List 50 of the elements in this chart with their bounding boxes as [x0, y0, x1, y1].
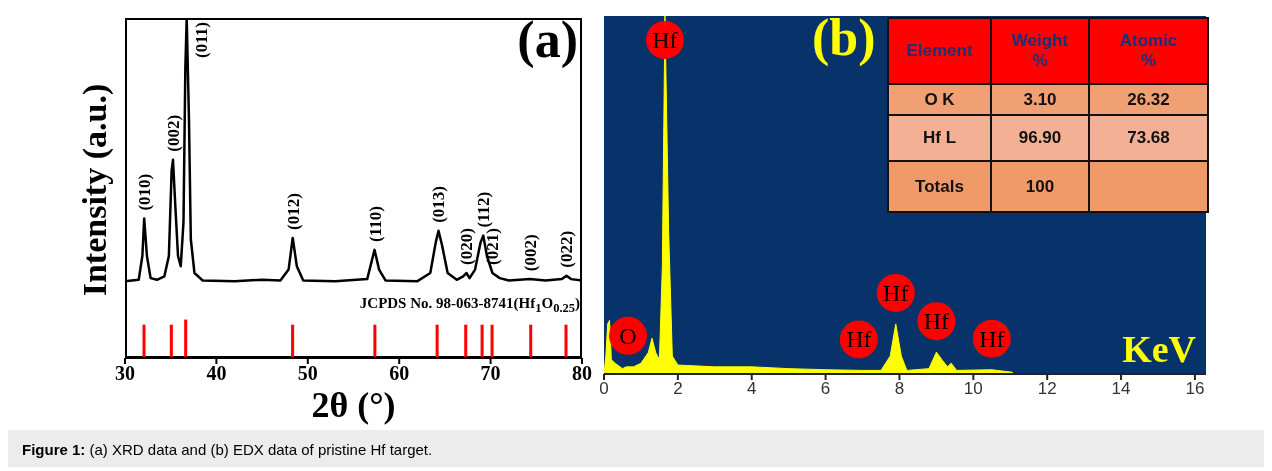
x-axis-title: KeV — [1122, 328, 1196, 370]
caption: Figure 1: (a) XRD data and (b) EDX data of pristine Hf target. — [22, 441, 433, 458]
annotation: Hf — [846, 326, 872, 353]
data-label: 73.68 — [1089, 115, 1208, 161]
data-label: 100 — [991, 161, 1089, 212]
x-tick-label: 2 — [673, 379, 683, 399]
category-label: Totals — [888, 161, 991, 212]
annotation: Hf — [923, 308, 950, 335]
data-label: 3.10 — [991, 84, 1089, 115]
x-axis-title: 2θ (°) — [311, 385, 396, 426]
data-label: 26.32 — [1089, 84, 1208, 115]
series-label: Weight % — [1010, 31, 1070, 71]
x-tick-label: 50 — [297, 362, 318, 385]
x-tick-label: 4 — [747, 379, 757, 399]
x-tick-label: 10 — [963, 379, 983, 399]
x-tick-label: 0 — [599, 379, 609, 399]
x-tick-label: 30 — [115, 362, 135, 385]
annotation: (021) — [483, 228, 503, 265]
x-tick-label: 8 — [894, 379, 905, 399]
annotation: Hf — [979, 325, 1005, 352]
chart-title: (b) — [812, 9, 876, 66]
annotation: Hf — [652, 27, 678, 53]
annotation: (011) — [191, 22, 211, 58]
x-tick-label: 80 — [572, 362, 592, 385]
annotation: (010) — [135, 173, 155, 211]
annotation: (022) — [557, 230, 577, 268]
category-label: Hf L — [888, 115, 991, 161]
x-tick-label: 6 — [820, 379, 831, 399]
annotation: (112) — [474, 191, 494, 228]
annotation: (002) — [163, 114, 183, 152]
chart-title: (a) — [517, 11, 578, 68]
annotation: (012) — [283, 193, 303, 230]
text: Element — [888, 18, 991, 84]
annotation: (013) — [429, 186, 449, 223]
x-tick-label: 12 — [1037, 379, 1057, 399]
annotation: (110) — [365, 205, 385, 242]
x-tick-label: 14 — [1111, 379, 1131, 399]
annotation: Hf — [883, 279, 909, 306]
category-label: O K — [888, 84, 991, 115]
annotation: O — [619, 322, 637, 349]
x-tick-label: 70 — [480, 362, 501, 385]
x-tick-label: 40 — [206, 362, 227, 385]
series-label: Atomic % — [1118, 31, 1179, 71]
data-label: 96.90 — [991, 115, 1089, 161]
annotation: (002) — [520, 234, 540, 272]
annotation: (020) — [457, 228, 477, 265]
annotation: JCPDS No. 98-063-8741(Hf$_{1}$O$_{0.25}$) — [359, 295, 580, 316]
y-axis-title: Intensity (a.u.) — [76, 83, 113, 297]
x-tick-label: 60 — [389, 362, 410, 385]
x-tick-label: 16 — [1185, 379, 1205, 399]
